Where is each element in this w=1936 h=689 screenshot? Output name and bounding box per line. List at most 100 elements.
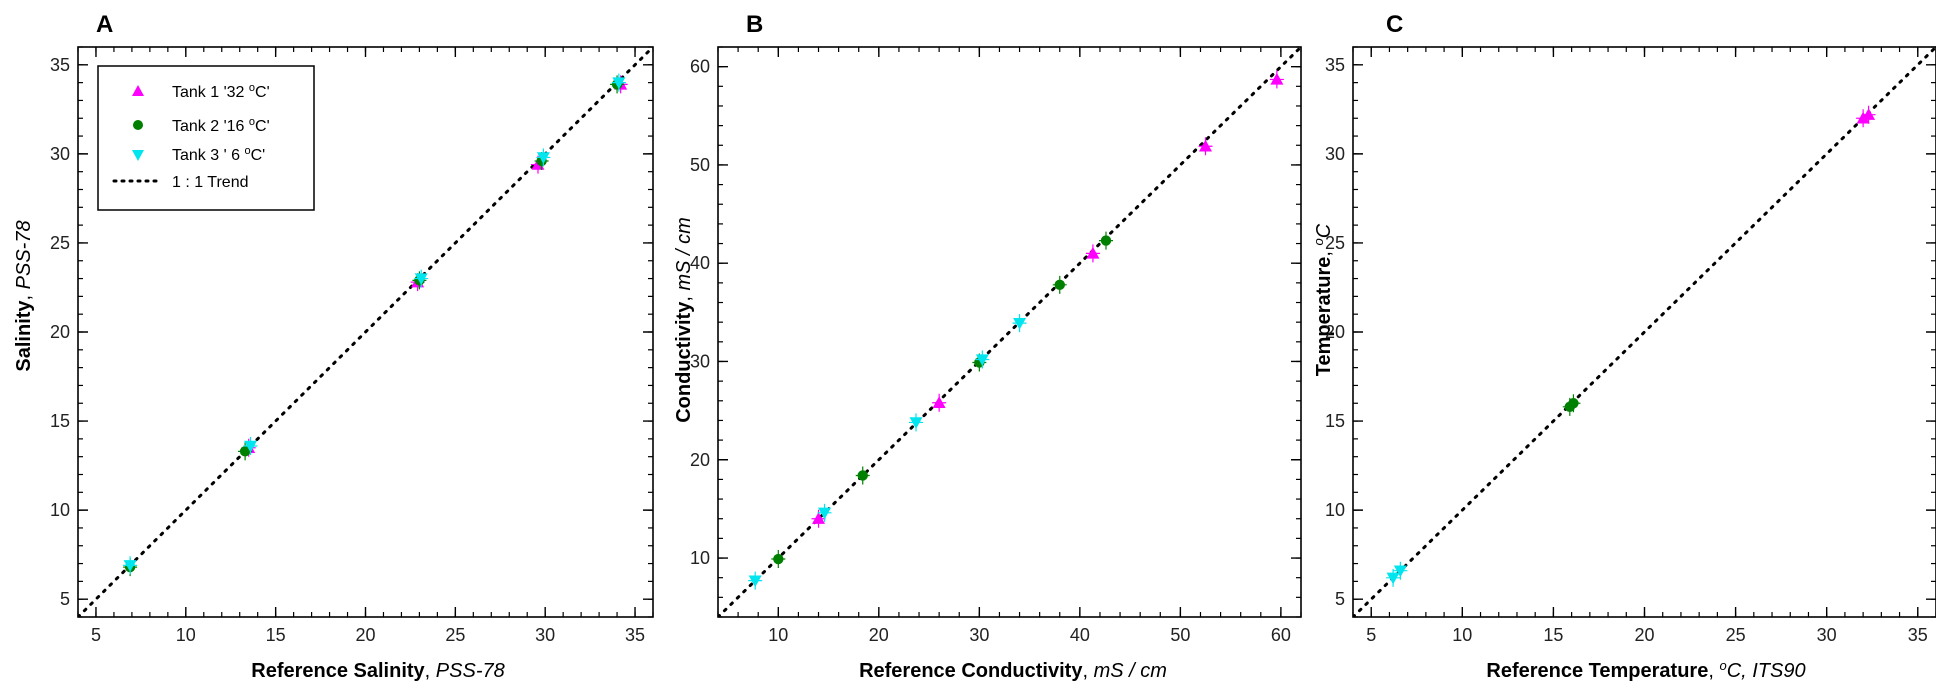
- series-3: [123, 73, 626, 575]
- trend-line: [1353, 47, 1936, 617]
- data-point-errorbar: [1566, 394, 1581, 413]
- x-tick-label: 30: [1817, 625, 1837, 645]
- legend-marker-tank-2: [133, 120, 143, 130]
- y-tick-label: 40: [690, 253, 710, 273]
- legend-marker-tank-1: [132, 85, 144, 96]
- legend: Tank 1 '32 oC' Tank 2 '16 oC' Tank 3 ' 6…: [97, 65, 315, 211]
- series-2: [771, 231, 1113, 569]
- legend-box: [97, 65, 315, 211]
- panel-c-x-axis-title: Reference Temperature, oC, ITS90: [1486, 658, 1805, 683]
- x-tick-label: 5: [1366, 625, 1376, 645]
- panel-b: B Reference Conductivity, mS / cm Conduc…: [673, 11, 1167, 682]
- panel-a: A Reference Salinity, PSS-78 Salinity, P…: [13, 11, 505, 682]
- x-tick-label: 10: [768, 625, 788, 645]
- y-tick-label: 10: [690, 548, 710, 568]
- y-tick-label: 60: [690, 57, 710, 77]
- y-tick-label: 30: [690, 351, 710, 371]
- y-tick-label: 35: [1325, 55, 1345, 75]
- legend-marker-tank-3: [132, 150, 144, 161]
- data-point-errorbar: [1198, 137, 1213, 156]
- panel-b-letter: B: [746, 11, 763, 38]
- data-point-errorbar: [611, 73, 626, 92]
- panel-b-x-axis-title: Reference Conductivity, mS / cm: [859, 660, 1167, 682]
- y-tick-label: 30: [1325, 144, 1345, 164]
- x-tick-label: 35: [625, 625, 645, 645]
- y-tick-label: 30: [50, 144, 70, 164]
- y-tick-label: 15: [50, 411, 70, 431]
- data-point-errorbar: [932, 393, 947, 412]
- x-tick-label: 15: [1543, 625, 1563, 645]
- x-tick-label: 35: [1908, 625, 1928, 645]
- x-tick-label: 10: [1452, 625, 1472, 645]
- data-point-errorbar: [1393, 561, 1408, 580]
- x-tick-label: 25: [445, 625, 465, 645]
- plot-b: 10 20 30 40 50 60 10 20 30 40 50 60: [690, 46, 1302, 645]
- data-point-errorbar: [243, 437, 258, 455]
- data-point-errorbar: [536, 148, 551, 167]
- panel-a-x-axis-title: Reference Salinity, PSS-78: [251, 660, 504, 682]
- y-tick-label: 20: [50, 322, 70, 342]
- data-point-errorbar: [748, 571, 763, 590]
- y-tick-label: 25: [1325, 233, 1345, 253]
- y-tick-label: 20: [1325, 322, 1345, 342]
- x-tick-label: 40: [1070, 625, 1090, 645]
- x-tick-label: 60: [1271, 625, 1291, 645]
- panel-b-y-axis-title: Conductivity, mS / cm: [673, 217, 695, 423]
- data-point-errorbar: [414, 269, 429, 288]
- data-point-errorbar: [123, 556, 138, 575]
- data-point-errorbar: [975, 350, 990, 369]
- y-tick-label: 50: [690, 155, 710, 175]
- plot-a: 5 10 15 20 25 30 35 5 10 15 20 25 30 35: [50, 46, 654, 645]
- series-1: [1856, 105, 1876, 128]
- data-point-errorbar: [1386, 568, 1401, 587]
- data-point-errorbar: [817, 503, 832, 522]
- panel-c-letter: C: [1386, 11, 1403, 38]
- y-tick-label: 10: [50, 500, 70, 520]
- legend-label-tank-3: Tank 3 ' 6 oC': [172, 145, 265, 164]
- y-tick-label: 5: [60, 589, 70, 609]
- panel-c: C Reference Temperature, oC, ITS90 Tempe…: [1311, 11, 1806, 682]
- legend-label-tank-2: Tank 2 '16 oC': [172, 116, 270, 135]
- legend-label-tank-1: Tank 1 '32 oC': [172, 82, 270, 101]
- plot-frame: [717, 46, 1302, 618]
- y-tick-label: 25: [50, 233, 70, 253]
- x-tick-label: 10: [176, 625, 196, 645]
- x-tick-label: 25: [1726, 625, 1746, 645]
- trend-line: [78, 47, 653, 617]
- plot-c: 5 10 15 20 25 30 35 5 10 15 20 25 30 35: [1325, 46, 1936, 645]
- data-point-errorbar: [855, 466, 870, 485]
- legend-label-trend: 1 : 1 Trend: [172, 174, 249, 191]
- data-point-errorbar: [1269, 70, 1284, 89]
- data-point-errorbar: [1085, 244, 1100, 263]
- y-tick-label: 20: [690, 450, 710, 470]
- panel-c-y-axis-title: Temperature, oC: [1311, 223, 1336, 376]
- series-2: [1562, 394, 1581, 416]
- data-point-errorbar: [1012, 314, 1027, 333]
- y-tick-label: 10: [1325, 500, 1345, 520]
- x-tick-label: 5: [91, 625, 101, 645]
- panel-a-letter: A: [96, 11, 113, 38]
- x-tick-label: 20: [1634, 625, 1654, 645]
- data-point-errorbar: [1861, 105, 1876, 124]
- x-tick-label: 30: [535, 625, 555, 645]
- series-3: [1386, 561, 1408, 587]
- series-3: [748, 314, 1027, 590]
- data-point-errorbar: [238, 442, 253, 461]
- data-point-errorbar: [771, 550, 786, 569]
- data-point-errorbar: [1052, 275, 1067, 294]
- y-tick-label: 5: [1335, 589, 1345, 609]
- x-tick-label: 30: [969, 625, 989, 645]
- x-tick-label: 15: [266, 625, 286, 645]
- x-tick-label: 20: [355, 625, 375, 645]
- minor-ticks: [1352, 46, 1936, 618]
- series-1: [811, 70, 1284, 528]
- x-tick-label: 20: [869, 625, 889, 645]
- y-tick-label: 15: [1325, 411, 1345, 431]
- data-point-errorbar: [1099, 231, 1113, 250]
- y-tick-label: 35: [50, 55, 70, 75]
- data-point-errorbar: [909, 413, 924, 432]
- panel-a-y-axis-title: Salinity, PSS-78: [13, 220, 35, 371]
- x-tick-label: 50: [1170, 625, 1190, 645]
